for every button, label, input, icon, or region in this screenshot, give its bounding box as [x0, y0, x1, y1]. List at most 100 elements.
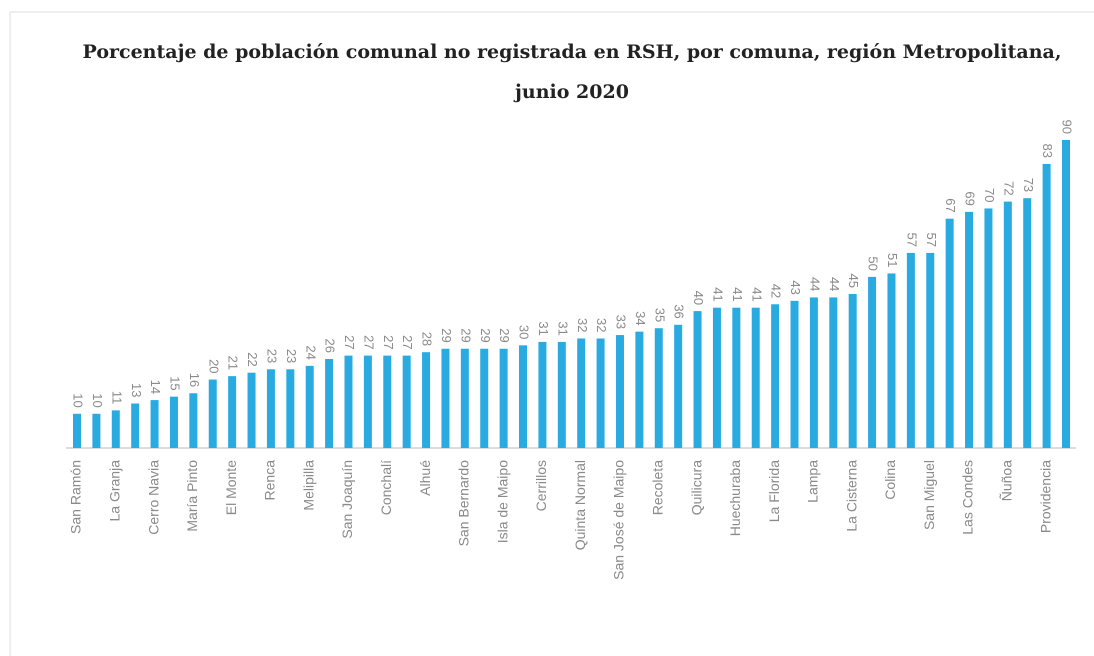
- bar: [712, 307, 721, 448]
- value-label: 24: [303, 345, 318, 359]
- x-tick-label: Melipilla: [300, 460, 316, 511]
- value-label: 44: [827, 277, 842, 291]
- value-label: 41: [730, 287, 745, 301]
- bar: [131, 403, 140, 448]
- value-label: 41: [711, 287, 726, 301]
- value-label: 31: [555, 321, 570, 335]
- x-tick-label: Las Condes: [960, 460, 976, 535]
- value-label: 29: [439, 328, 454, 342]
- value-label: 26: [323, 339, 338, 353]
- x-tick-label: Lampa: [805, 460, 821, 503]
- x-tick-label: Ñuñoa: [999, 460, 1015, 501]
- bar: [615, 335, 624, 448]
- value-label: 23: [284, 349, 299, 363]
- bar: [790, 300, 799, 448]
- value-label: 44: [807, 277, 822, 291]
- chart-title: Porcentaje de población comunal no regis…: [83, 41, 1062, 103]
- bar: [674, 324, 683, 448]
- value-label: 70: [982, 188, 997, 202]
- x-tick-label: Recoleta: [649, 460, 665, 515]
- value-label: 90: [1060, 120, 1075, 134]
- bar: [984, 208, 993, 448]
- value-label: 33: [614, 315, 629, 329]
- x-tick-label: Huechuraba: [727, 460, 743, 536]
- bar: [247, 372, 256, 448]
- bar: [363, 355, 372, 448]
- bar: [519, 345, 528, 448]
- value-label: 21: [226, 356, 241, 370]
- bar: [189, 393, 198, 448]
- value-label: 50: [866, 256, 881, 270]
- bar: [848, 294, 857, 448]
- value-label: 42: [769, 284, 784, 298]
- value-label: 83: [1040, 143, 1055, 157]
- x-tick-label: Quilicura: [688, 460, 704, 515]
- value-label: 72: [1001, 181, 1016, 195]
- value-label: 10: [90, 393, 105, 407]
- bar: [325, 359, 334, 448]
- bar: [422, 352, 431, 448]
- value-label: 32: [594, 318, 609, 332]
- bar: [829, 297, 838, 448]
- value-label: 32: [575, 318, 590, 332]
- value-label: 69: [963, 191, 978, 205]
- bar: [305, 365, 314, 448]
- x-tick-label: Cerrillos: [533, 460, 549, 511]
- bar: [945, 218, 954, 448]
- value-label: 29: [478, 328, 493, 342]
- bar: [266, 369, 275, 448]
- bar: [111, 410, 120, 448]
- bar: [228, 376, 237, 448]
- value-label: 27: [381, 335, 396, 349]
- bar: [1062, 140, 1070, 448]
- value-label: 40: [691, 291, 706, 305]
- bar: [965, 211, 974, 448]
- value-label: 10: [71, 393, 86, 407]
- bar: [868, 276, 877, 448]
- value-label: 20: [206, 359, 221, 373]
- bar: [460, 348, 469, 448]
- bar: [1042, 163, 1051, 448]
- bar: [596, 338, 605, 448]
- x-tick-label: Conchalí: [378, 460, 394, 515]
- bar: [286, 369, 295, 448]
- x-tick-label: San Ramón: [68, 460, 84, 534]
- value-label: 29: [497, 328, 512, 342]
- x-tick-label: La Florida: [766, 460, 782, 522]
- bar: [654, 328, 663, 448]
- bar: [499, 348, 508, 448]
- value-label: 51: [885, 253, 900, 267]
- value-label: 13: [129, 383, 144, 397]
- value-label: 16: [187, 373, 202, 387]
- bar: [344, 355, 353, 448]
- x-tick-label: Isla de Maipo: [494, 460, 510, 543]
- value-label: 27: [361, 335, 376, 349]
- bar: [208, 379, 217, 448]
- value-label: 15: [168, 376, 183, 390]
- x-tick-label: Cerro Navia: [145, 460, 161, 535]
- bar: [169, 396, 178, 448]
- x-tick-label: Alhué: [417, 460, 433, 496]
- x-tick-label: San Bernardo: [456, 460, 472, 547]
- bar: [635, 331, 644, 448]
- bar: [1003, 201, 1012, 448]
- bar: [150, 400, 159, 448]
- value-label: 36: [672, 304, 687, 318]
- bar: [577, 338, 586, 448]
- value-label: 34: [633, 311, 648, 325]
- x-tick-label: Renca: [262, 460, 278, 501]
- value-label: 45: [846, 274, 861, 288]
- x-tick-label: María Pinto: [184, 460, 200, 532]
- bar: [538, 341, 547, 448]
- value-label: 43: [788, 280, 803, 294]
- value-label: 67: [943, 198, 958, 212]
- x-tick-label: Quinta Normal: [572, 460, 588, 550]
- x-tick-label: La Cisterna: [843, 460, 859, 532]
- value-label: 14: [148, 380, 163, 394]
- bar: [732, 307, 741, 448]
- bar: [1023, 198, 1032, 448]
- bar: [771, 304, 780, 448]
- value-label: 27: [400, 335, 415, 349]
- bar: [926, 252, 935, 448]
- bar: [887, 273, 896, 448]
